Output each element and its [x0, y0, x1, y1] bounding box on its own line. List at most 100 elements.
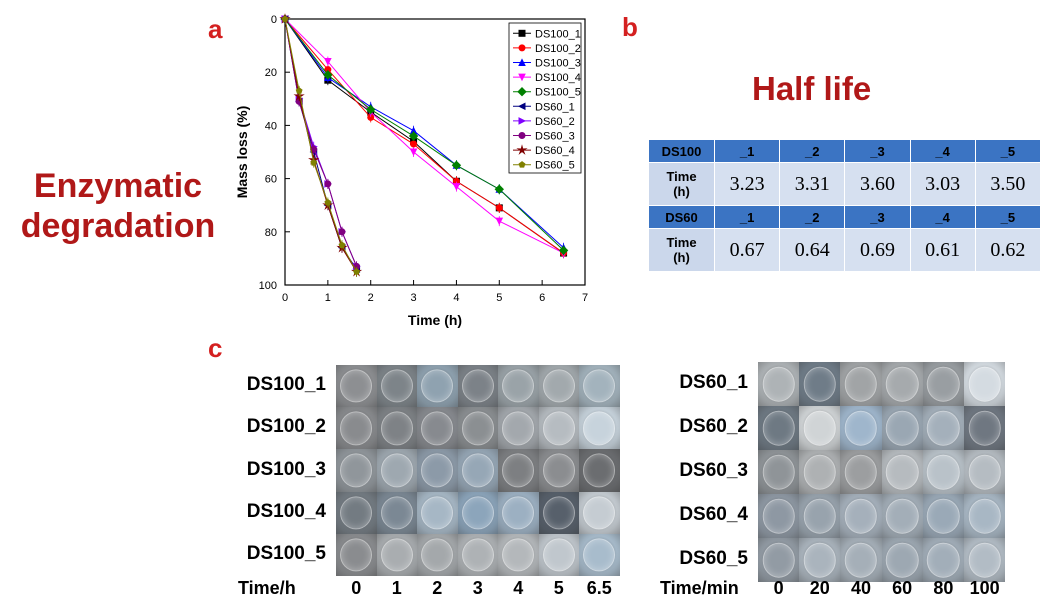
- table-cell: 0.69: [844, 228, 911, 272]
- degradation-photo: [498, 449, 539, 492]
- time-row-label-line2: (h): [673, 250, 690, 265]
- col-header: _1: [713, 139, 781, 163]
- degradation-photo: [840, 538, 882, 582]
- degradation-photo: [758, 362, 800, 406]
- time-tick-label: 1: [391, 578, 402, 598]
- table-cell: 0.67: [713, 228, 781, 272]
- degradation-photo: [417, 491, 458, 534]
- degradation-photo: [799, 406, 841, 450]
- degradation-photo: [758, 406, 800, 450]
- degradation-photo: [376, 491, 417, 534]
- mass-loss-chart: 0 1 2 3 4 5 6 7 0 20 40 60 80 100 Time (h) Mass loss (%…: [234, 13, 588, 328]
- time-row-label: Time (h): [648, 228, 715, 272]
- grid-row-label: DS100_4: [246, 500, 326, 522]
- col-header: _2: [779, 139, 846, 163]
- time-tick-label: 4: [513, 578, 524, 598]
- degradation-photo: [498, 365, 539, 408]
- data-point: [338, 241, 346, 249]
- time-tick-label: 40: [850, 578, 871, 598]
- degradation-photo: [922, 450, 964, 494]
- data-point: [517, 86, 527, 97]
- degradation-photo: [964, 538, 1006, 582]
- data-point: [366, 104, 376, 115]
- x-tick-label: 5: [496, 292, 502, 304]
- degradation-photo: [758, 494, 800, 538]
- degradation-photo: [417, 533, 458, 576]
- degradation-photo: [498, 407, 539, 450]
- data-point: [518, 117, 527, 125]
- y-tick-label: 40: [265, 120, 277, 132]
- time-tick-label: 0: [351, 578, 362, 598]
- degradation-photo: [538, 407, 579, 450]
- degradation-photo: [922, 538, 964, 582]
- x-tick-label: 6: [539, 292, 545, 304]
- time-row-label: Time (h): [648, 162, 715, 206]
- col-header: _4: [909, 139, 976, 163]
- data-point: [451, 160, 462, 171]
- table-cell: 0.61: [909, 228, 976, 272]
- grid-row-label: DS100_2: [246, 416, 326, 438]
- y-tick-label: 100: [259, 280, 277, 292]
- x-axis-label: Time (h): [408, 312, 462, 328]
- data-point: [324, 180, 332, 188]
- degradation-photo: [881, 494, 923, 538]
- data-point: [516, 144, 528, 155]
- grid-row-label: DS100_5: [246, 542, 326, 564]
- time-axis-label: Time/min: [660, 578, 739, 598]
- degradation-photo: [376, 533, 417, 576]
- degradation-photo: [964, 494, 1006, 538]
- data-point: [323, 70, 333, 80]
- x-tick-label: 4: [453, 292, 459, 304]
- data-point: [518, 44, 526, 52]
- data-point: [353, 268, 361, 275]
- legend-entry: DS100_1: [535, 28, 581, 40]
- legend-entry: DS60_3: [535, 131, 575, 143]
- legend-entry: DS100_3: [535, 58, 581, 70]
- degradation-photo: [579, 449, 620, 492]
- x-tick-label: 0: [282, 292, 288, 304]
- series-line: [284, 18, 358, 267]
- degradation-photo: [840, 450, 882, 494]
- degradation-photo: [799, 494, 841, 538]
- data-point: [518, 29, 526, 37]
- table-cell: 3.60: [844, 162, 911, 206]
- data-point: [281, 15, 289, 22]
- data-point: [495, 204, 503, 212]
- series-line: [284, 18, 358, 272]
- table-header-row-ds60: DS60 _1 _2 _3 _4 _5: [648, 205, 1042, 229]
- data-point: [324, 58, 332, 66]
- table-cell: 0.64: [779, 228, 846, 272]
- y-tick-label: 0: [271, 14, 277, 26]
- data-point: [295, 87, 303, 94]
- degradation-photo: [799, 538, 841, 582]
- table-header-row-ds100: DS100 _1 _2 _3 _4 _5: [648, 139, 1042, 163]
- table-row-ds60: Time (h) 0.67 0.64 0.69 0.61 0.62: [648, 228, 1042, 272]
- left-label-line1: Enzymatic: [33, 167, 203, 205]
- data-point: [338, 228, 346, 236]
- degradation-photo: [336, 491, 377, 534]
- y-tick-label: 20: [265, 67, 277, 79]
- time-tick-label: 60: [892, 578, 913, 598]
- x-tick-label: 2: [368, 292, 374, 304]
- degradation-photo: [417, 449, 458, 492]
- legend-entry: DS100_5: [535, 87, 581, 99]
- panel-letter-c: c: [208, 333, 223, 363]
- series-line: [284, 18, 357, 272]
- time-tick-label: 80: [933, 578, 954, 598]
- data-point: [518, 132, 526, 139]
- grid-row-label: DS60_3: [679, 460, 748, 481]
- degradation-photo: [457, 491, 498, 534]
- degradation-photo: [840, 494, 882, 538]
- degradation-photo: [840, 362, 882, 406]
- data-point: [495, 217, 504, 226]
- x-tick-label: 1: [325, 292, 331, 304]
- degradation-photo: [457, 407, 498, 450]
- grid-row-label: DS60_5: [679, 548, 748, 569]
- left-label-line2: degradation: [20, 207, 216, 245]
- time-row-label-line1: Time: [666, 235, 697, 250]
- table-cell: 3.31: [779, 162, 846, 206]
- degradation-photo: [538, 491, 579, 534]
- data-point: [324, 198, 332, 206]
- data-point: [409, 148, 418, 157]
- degradation-photo: [376, 365, 417, 408]
